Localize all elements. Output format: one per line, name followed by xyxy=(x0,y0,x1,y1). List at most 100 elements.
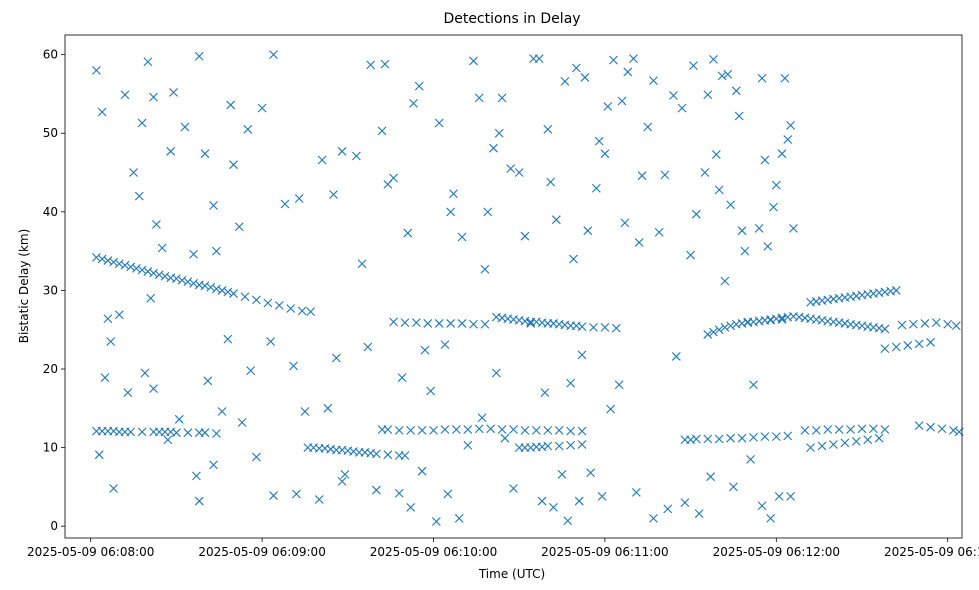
data-point xyxy=(714,185,724,195)
data-point xyxy=(577,440,587,449)
data-point xyxy=(123,388,133,397)
data-point xyxy=(566,378,576,388)
plot-frame xyxy=(64,34,963,539)
data-point xyxy=(174,414,184,424)
data-point xyxy=(200,428,210,438)
data-point xyxy=(720,322,730,332)
data-point xyxy=(777,149,787,159)
x-tick-label: 2025-05-09 06:08:00 xyxy=(27,545,154,559)
data-point xyxy=(409,98,418,108)
data-point xyxy=(177,275,187,285)
data-point xyxy=(106,337,116,346)
data-point xyxy=(469,56,478,66)
data-point xyxy=(851,436,861,446)
data-point xyxy=(94,450,104,460)
data-point xyxy=(777,315,787,324)
data-point xyxy=(212,284,221,294)
data-point xyxy=(337,477,347,486)
data-point xyxy=(163,435,173,445)
data-point xyxy=(943,319,953,329)
data-point xyxy=(100,373,110,383)
data-point xyxy=(383,425,393,434)
data-point xyxy=(240,292,250,302)
data-point xyxy=(280,199,290,209)
data-point xyxy=(429,425,438,435)
data-point xyxy=(774,491,784,501)
data-point xyxy=(440,425,450,434)
data-point xyxy=(306,307,316,317)
data-point xyxy=(914,339,924,349)
data-point xyxy=(537,496,547,506)
data-point xyxy=(203,376,213,386)
data-point xyxy=(269,491,278,500)
data-point xyxy=(671,352,681,361)
data-point xyxy=(394,488,404,498)
data-point xyxy=(726,321,735,331)
data-point xyxy=(526,319,536,328)
y-axis-label: Bistatic Delay (km) xyxy=(17,229,31,344)
data-point xyxy=(800,425,810,435)
data-point xyxy=(811,425,821,435)
data-point xyxy=(169,87,178,97)
data-point xyxy=(152,220,161,229)
data-point xyxy=(560,76,570,86)
data-point xyxy=(160,271,170,281)
data-point xyxy=(786,491,795,501)
data-point xyxy=(703,434,713,444)
data-point xyxy=(577,322,587,331)
data-point xyxy=(660,170,670,180)
data-point xyxy=(212,246,221,256)
data-point xyxy=(269,50,278,60)
data-point xyxy=(92,65,101,75)
data-point xyxy=(563,516,573,526)
data-point xyxy=(783,431,793,441)
data-point xyxy=(677,103,687,113)
data-point xyxy=(903,341,913,350)
data-point xyxy=(289,361,298,371)
data-point xyxy=(389,317,398,327)
data-point xyxy=(766,513,775,523)
data-point xyxy=(317,155,327,165)
data-point xyxy=(577,350,587,360)
data-point xyxy=(714,434,724,444)
y-tick-label: 0 xyxy=(50,519,58,533)
data-point xyxy=(474,93,484,103)
data-point xyxy=(709,327,718,337)
data-point xyxy=(189,278,198,288)
data-point xyxy=(480,264,490,274)
data-point xyxy=(183,277,193,287)
y-tick-label: 50 xyxy=(43,126,58,140)
data-point xyxy=(329,190,338,199)
data-point xyxy=(743,317,753,327)
data-point xyxy=(137,427,147,437)
data-point xyxy=(703,330,713,339)
data-point xyxy=(723,69,733,79)
data-point xyxy=(606,404,616,414)
data-point xyxy=(506,164,516,173)
data-point xyxy=(146,293,156,303)
data-point xyxy=(726,200,735,210)
data-point xyxy=(406,502,416,512)
data-point xyxy=(726,433,735,443)
data-point xyxy=(706,472,715,482)
data-point xyxy=(600,149,610,159)
data-point xyxy=(709,54,718,64)
data-point xyxy=(543,124,553,134)
data-point xyxy=(331,353,341,363)
data-point xyxy=(914,421,924,430)
data-point xyxy=(243,124,253,134)
x-tick-label: 2025-05-09 06:10:00 xyxy=(370,545,497,559)
data-point xyxy=(909,319,918,329)
data-point xyxy=(531,425,541,435)
data-point xyxy=(157,243,167,253)
data-point xyxy=(577,426,587,436)
data-point xyxy=(292,489,301,499)
data-point xyxy=(286,304,296,313)
data-point xyxy=(192,471,201,481)
data-point xyxy=(754,316,764,326)
data-point xyxy=(711,150,721,159)
data-point xyxy=(557,469,567,479)
data-point xyxy=(806,443,815,453)
data-point xyxy=(789,223,798,233)
